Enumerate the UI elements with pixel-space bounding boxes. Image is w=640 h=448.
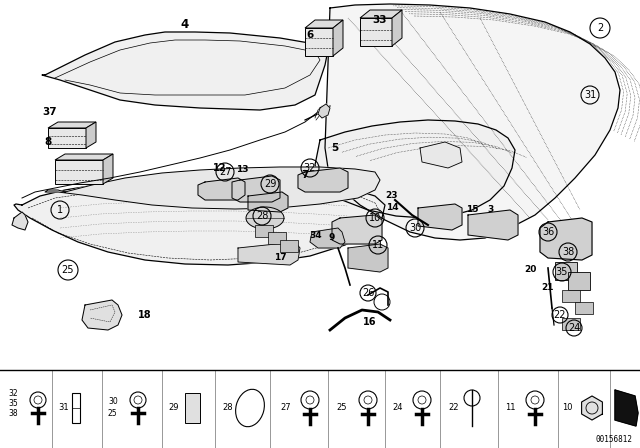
- Polygon shape: [45, 167, 380, 209]
- Polygon shape: [12, 212, 28, 230]
- Text: 34: 34: [310, 232, 323, 241]
- Text: 25: 25: [336, 404, 346, 413]
- Text: 11: 11: [372, 240, 384, 250]
- Text: 29: 29: [168, 404, 179, 413]
- Polygon shape: [562, 318, 580, 330]
- Polygon shape: [55, 154, 113, 160]
- Text: 24: 24: [568, 323, 580, 333]
- Text: 24: 24: [392, 404, 403, 413]
- Text: 36: 36: [542, 227, 554, 237]
- Text: 38: 38: [562, 247, 574, 257]
- Polygon shape: [55, 160, 103, 184]
- Polygon shape: [82, 300, 122, 330]
- Text: 26: 26: [362, 288, 374, 298]
- Text: 31: 31: [58, 404, 68, 413]
- Text: 18: 18: [138, 310, 152, 320]
- Text: 35: 35: [556, 267, 568, 277]
- Polygon shape: [325, 4, 620, 240]
- Text: 33: 33: [372, 15, 387, 25]
- Text: 37: 37: [43, 107, 58, 117]
- Polygon shape: [268, 232, 286, 244]
- Polygon shape: [48, 128, 86, 148]
- Text: 30: 30: [108, 397, 118, 406]
- Text: 32: 32: [304, 163, 316, 173]
- Text: 14: 14: [386, 203, 398, 212]
- Polygon shape: [298, 168, 348, 192]
- Text: 13: 13: [236, 165, 248, 175]
- Polygon shape: [280, 240, 298, 252]
- Text: 6: 6: [307, 30, 314, 40]
- Polygon shape: [103, 154, 113, 184]
- Polygon shape: [14, 180, 385, 265]
- Polygon shape: [333, 20, 343, 56]
- Text: 23: 23: [386, 191, 398, 201]
- Polygon shape: [615, 390, 638, 426]
- Text: 35: 35: [8, 399, 18, 408]
- Text: 27: 27: [219, 167, 231, 177]
- Text: 25: 25: [108, 409, 118, 418]
- Polygon shape: [348, 244, 388, 272]
- Polygon shape: [48, 122, 96, 128]
- Polygon shape: [418, 204, 462, 230]
- Polygon shape: [555, 262, 577, 280]
- Text: 9: 9: [329, 233, 335, 242]
- Polygon shape: [185, 393, 200, 423]
- Polygon shape: [238, 242, 300, 265]
- Polygon shape: [468, 210, 518, 240]
- Polygon shape: [198, 178, 245, 200]
- Polygon shape: [332, 215, 382, 244]
- Text: 11: 11: [505, 404, 515, 413]
- Polygon shape: [315, 120, 515, 218]
- Polygon shape: [248, 192, 288, 212]
- Text: 10: 10: [369, 213, 381, 223]
- Text: 22: 22: [554, 310, 566, 320]
- Text: 17: 17: [274, 254, 286, 263]
- Text: 5: 5: [332, 143, 339, 153]
- Text: 4: 4: [181, 18, 189, 31]
- Text: 31: 31: [584, 90, 596, 100]
- Polygon shape: [42, 32, 328, 110]
- Text: 28: 28: [222, 404, 232, 413]
- Polygon shape: [318, 104, 330, 118]
- Text: 32: 32: [8, 388, 18, 397]
- Polygon shape: [310, 228, 345, 248]
- Text: 29: 29: [264, 179, 276, 189]
- Text: 15: 15: [466, 206, 478, 215]
- Text: 28: 28: [256, 211, 268, 221]
- Ellipse shape: [246, 207, 284, 229]
- Polygon shape: [575, 302, 593, 314]
- Text: 38: 38: [8, 409, 18, 418]
- Polygon shape: [305, 28, 333, 56]
- Text: 7: 7: [301, 170, 308, 180]
- Polygon shape: [86, 122, 96, 148]
- Text: 30: 30: [409, 223, 421, 233]
- Text: 8: 8: [44, 137, 52, 147]
- Text: 20: 20: [524, 266, 536, 275]
- Text: 3: 3: [487, 206, 493, 215]
- Polygon shape: [392, 10, 402, 46]
- Polygon shape: [582, 396, 602, 420]
- Polygon shape: [305, 20, 343, 28]
- Text: 27: 27: [280, 404, 291, 413]
- Polygon shape: [255, 225, 273, 237]
- Text: 2: 2: [597, 23, 603, 33]
- Text: 25: 25: [61, 265, 74, 275]
- Polygon shape: [360, 18, 392, 46]
- Polygon shape: [420, 142, 462, 168]
- Text: 1: 1: [57, 205, 63, 215]
- Polygon shape: [540, 218, 592, 260]
- Text: 22: 22: [448, 404, 458, 413]
- Text: 21: 21: [541, 284, 554, 293]
- Text: 00156812: 00156812: [595, 435, 632, 444]
- Text: 16: 16: [364, 317, 377, 327]
- Text: 10: 10: [562, 404, 573, 413]
- Polygon shape: [360, 10, 402, 18]
- Polygon shape: [562, 290, 580, 302]
- Polygon shape: [568, 272, 590, 290]
- Text: 12: 12: [213, 163, 227, 173]
- Polygon shape: [232, 176, 280, 202]
